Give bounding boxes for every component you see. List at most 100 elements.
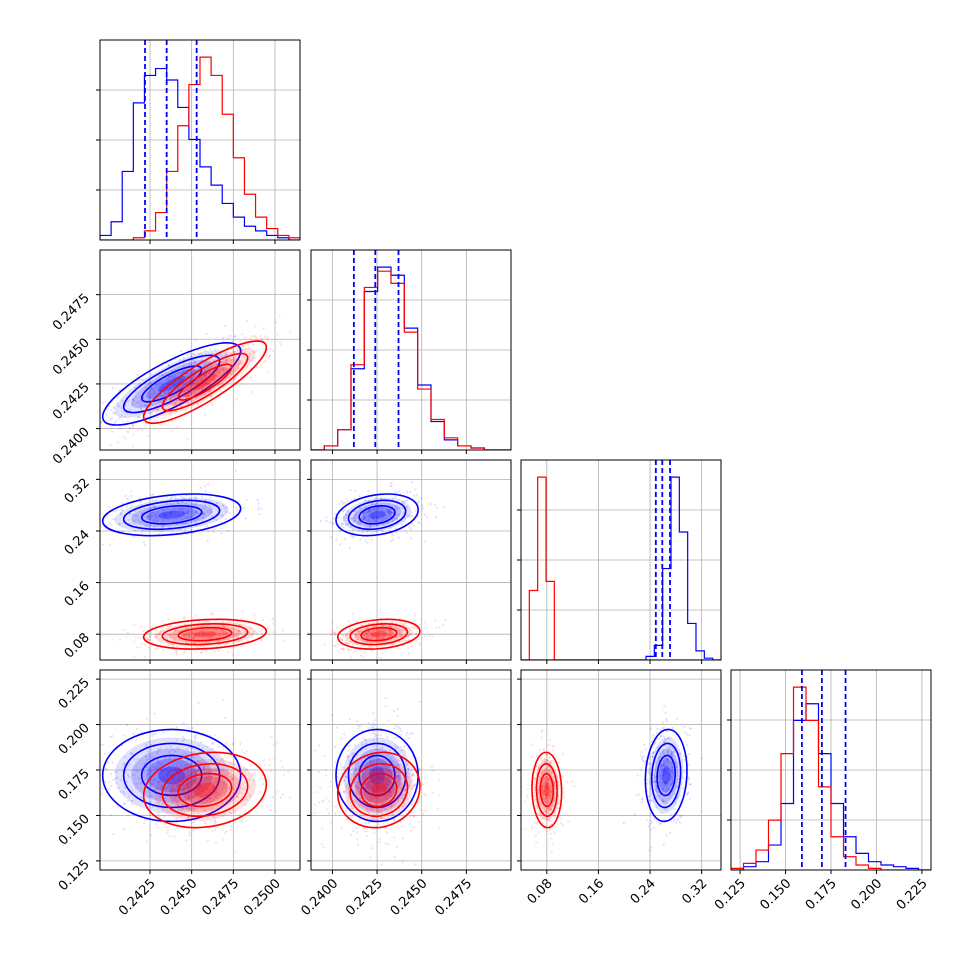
scatter-point	[212, 530, 215, 533]
scatter-point	[211, 612, 214, 616]
scatter-point	[410, 802, 413, 805]
scatter-point	[391, 497, 394, 500]
scatter-point	[368, 499, 371, 502]
scatter-point	[373, 791, 377, 794]
scatter-point	[646, 778, 649, 781]
scatter-point	[546, 788, 549, 791]
scatter-point	[548, 819, 551, 823]
scatter-point	[166, 786, 169, 789]
scatter-point	[379, 496, 382, 500]
scatter-point	[111, 761, 114, 764]
scatter-point	[126, 799, 129, 802]
scatter-point	[169, 502, 172, 505]
scatter-point	[200, 495, 204, 498]
scatter-point	[162, 731, 165, 734]
density-fill	[131, 502, 213, 528]
scatter-point	[548, 756, 551, 759]
scatter-point	[149, 770, 153, 773]
scatter-point	[152, 519, 155, 522]
scatter-point	[212, 785, 215, 789]
scatter-point	[409, 829, 413, 832]
scatter-point	[549, 788, 552, 791]
scatter-point	[365, 809, 368, 812]
scatter-point	[400, 825, 404, 828]
scatter-point	[110, 524, 113, 527]
scatter-point	[677, 781, 680, 784]
scatter-point	[665, 757, 669, 760]
scatter-point	[192, 636, 196, 639]
scatter-point	[164, 514, 167, 517]
scatter-point	[183, 633, 186, 636]
scatter-point	[210, 809, 213, 813]
scatter-point	[207, 770, 210, 773]
scatter-point	[178, 381, 181, 384]
scatter-point	[220, 514, 224, 517]
density-fill	[131, 748, 213, 803]
scatter-point	[364, 632, 367, 635]
scatter-point	[402, 766, 405, 769]
scatter-point	[199, 806, 203, 810]
scatter-point	[375, 637, 379, 640]
scatter-point	[660, 782, 663, 785]
scatter-point	[122, 435, 126, 439]
scatter-point	[224, 352, 227, 355]
scatter-point	[369, 818, 373, 821]
scatter-point	[159, 762, 162, 766]
contour-line	[140, 754, 203, 797]
scatter-point	[375, 507, 378, 511]
scatter-point	[394, 736, 397, 739]
scatter-point	[423, 793, 426, 796]
scatter-point	[411, 766, 414, 770]
scatter-point	[356, 831, 359, 834]
contour-line	[349, 763, 409, 817]
scatter-point	[151, 805, 154, 808]
scatter-point	[228, 787, 231, 791]
scatter-point	[542, 791, 545, 794]
density-fill	[182, 776, 228, 804]
scatter-point	[401, 797, 404, 800]
scatter-point	[192, 385, 195, 389]
scatter-point	[648, 799, 651, 802]
scatter-point	[204, 794, 208, 797]
scatter-point	[222, 629, 225, 632]
scatter-point	[347, 649, 350, 652]
scatter-point	[658, 737, 661, 740]
scatter-point	[344, 775, 347, 779]
scatter-point	[400, 794, 403, 797]
scatter-point	[194, 650, 197, 653]
scatter-point	[659, 822, 662, 826]
scatter-point	[374, 518, 377, 521]
scatter-point	[541, 785, 544, 788]
scatter-point	[123, 734, 126, 737]
scatter-point	[343, 790, 346, 793]
scatter-point	[184, 393, 188, 396]
scatter-point	[438, 778, 441, 781]
scatter-point	[370, 733, 374, 736]
scatter-point	[383, 783, 386, 787]
scatter-point	[192, 352, 195, 355]
scatter-point	[342, 790, 346, 793]
scatter-point	[178, 773, 181, 776]
scatter-point	[385, 800, 388, 804]
scatter-point	[170, 512, 173, 515]
scatter-point	[249, 764, 252, 767]
scatter-point	[670, 753, 673, 756]
scatter-point	[390, 625, 393, 629]
scatter-point	[224, 354, 227, 357]
scatter-point	[201, 795, 204, 798]
scatter-point	[649, 828, 652, 831]
scatter-point	[184, 649, 187, 652]
scatter-point	[158, 374, 161, 377]
scatter-point	[201, 625, 205, 628]
scatter-point	[390, 632, 393, 635]
scatter-point	[112, 411, 115, 415]
scatter-point	[382, 788, 385, 791]
scatter-point	[231, 339, 234, 343]
scatter-point	[669, 775, 673, 778]
scatter-point	[356, 638, 359, 641]
scatter-point	[334, 805, 337, 808]
scatter-point	[654, 781, 657, 784]
scatter-point	[352, 752, 356, 755]
scatter-point	[664, 783, 667, 786]
contour-line	[539, 772, 555, 808]
